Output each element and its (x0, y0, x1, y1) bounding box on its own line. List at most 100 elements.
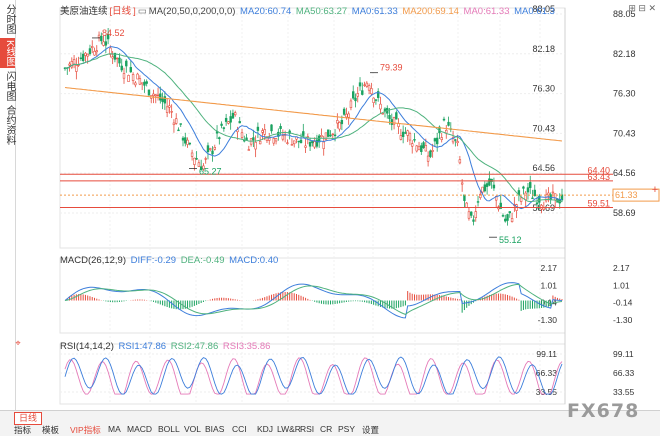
toolbar-item-0[interactable]: 指标 (14, 425, 32, 435)
toolbar-item-2[interactable]: VIP指标 (70, 425, 101, 435)
rsi3-value: RSI3:35.86 (222, 341, 271, 352)
toolbar-item-11[interactable]: RSI (300, 424, 315, 434)
ma0-value-b: MA0:61.33 (463, 6, 510, 17)
candle (206, 145, 210, 153)
toolbar-item-12[interactable]: CR (320, 424, 333, 434)
candle (134, 82, 137, 86)
candle (340, 120, 344, 125)
macd-value: MACD:0.40 (229, 255, 279, 266)
candle (156, 94, 160, 97)
close-icon[interactable]: ✕ (648, 3, 656, 13)
toolbar-item-7[interactable]: BIAS (205, 424, 225, 434)
candle (188, 142, 192, 145)
candle (279, 126, 282, 129)
toolbar-item-4[interactable]: MACD (127, 424, 153, 434)
toolbar-item-10[interactable]: LW&R (277, 424, 301, 434)
side-tab-kline[interactable]: K线图 (0, 38, 15, 68)
toolbar-item-14[interactable]: 设置 (362, 425, 380, 435)
candle (442, 118, 446, 121)
side-tab-flash[interactable]: 闪电图 (4, 71, 15, 101)
candle (467, 211, 471, 219)
ma0-value-a: MA0:61.33 (351, 6, 398, 17)
candle (401, 131, 405, 138)
candle (270, 124, 273, 132)
toolbar-item-5[interactable]: BOLL (158, 424, 180, 434)
candle (538, 195, 541, 203)
macd-dea-line (64, 283, 563, 315)
month-label: 2025/04 (485, 409, 516, 410)
annotation-label: 55.12 (499, 235, 522, 245)
candle (553, 193, 557, 201)
candle (456, 141, 459, 144)
candle (293, 140, 296, 145)
candle (68, 63, 71, 66)
crosshair-plus-icon: + (652, 184, 658, 196)
kline-chart[interactable]: 88.05 88.05 82.18 82.18 76.30 76.30 70.43 70.43… (0, 0, 660, 410)
zoom-in-icon[interactable]: ⊞ (628, 3, 636, 13)
candle (168, 105, 171, 108)
candle (75, 65, 78, 72)
side-tab-intraday[interactable]: 分时图 (4, 4, 15, 34)
toolbar-item-6[interactable]: VOL (184, 424, 202, 434)
candle (161, 98, 164, 103)
candle (431, 150, 434, 152)
candle (388, 115, 391, 120)
candle (202, 165, 205, 170)
candle (374, 99, 378, 101)
candle (111, 56, 114, 59)
candle (406, 130, 409, 136)
candle (526, 187, 530, 193)
candle (256, 126, 260, 131)
price-axis-label-left: 70.43 (532, 123, 555, 133)
candle (395, 112, 398, 120)
candle (86, 53, 89, 57)
candle (429, 150, 432, 157)
candle (392, 117, 396, 125)
toolbar-item-3[interactable]: MA (108, 424, 121, 434)
rsi-settings-icon: ⌖ (15, 338, 20, 348)
candle (440, 137, 443, 140)
candle (485, 183, 489, 187)
candle (290, 144, 294, 146)
toolbar-item-1[interactable]: 模板 (42, 425, 60, 435)
candle (147, 89, 151, 96)
candle (415, 145, 418, 152)
candle (349, 100, 353, 108)
candle (95, 50, 98, 53)
toolbar-item-9[interactable]: KDJ (257, 424, 274, 434)
ma-title: MA(20,50,0,200,0,0) (148, 6, 236, 17)
price-axis-label-left: 76.30 (532, 84, 555, 94)
side-tab-contract-info[interactable]: 合约资料 (4, 105, 15, 145)
candle (118, 57, 121, 64)
candle (404, 132, 407, 134)
candle (154, 94, 157, 97)
price-axis-label: 70.43 (613, 128, 636, 138)
month-label: 2024/11 (273, 409, 303, 410)
chart-tools[interactable]: ⊞ ⊟ ✕ (628, 3, 656, 14)
candle (376, 91, 380, 98)
candle (529, 182, 532, 188)
candle (234, 112, 237, 116)
candle (165, 106, 169, 113)
candle (179, 123, 182, 125)
rsi-axis-label-left: 99.11 (536, 349, 557, 359)
current-period-button[interactable]: 日线 (14, 412, 42, 425)
price-level-label: 59.51 (587, 198, 610, 208)
candle (265, 136, 269, 141)
candle (272, 138, 275, 144)
candle (411, 143, 414, 147)
candle (322, 141, 325, 149)
candle (460, 182, 464, 185)
toolbar-item-8[interactable]: CCI (232, 424, 247, 434)
candle (358, 82, 362, 87)
toolbar-item-13[interactable]: PSY (338, 424, 356, 434)
candle (426, 155, 430, 162)
rsi-panel (59, 343, 566, 405)
zoom-out-icon[interactable]: ⊟ (638, 3, 646, 13)
candle (361, 90, 364, 95)
candle (97, 34, 101, 38)
annotation-label: 84.52 (102, 28, 125, 38)
rsi-axis-label-left: 33.55 (536, 387, 558, 397)
candle (445, 129, 448, 134)
candle (181, 137, 185, 141)
